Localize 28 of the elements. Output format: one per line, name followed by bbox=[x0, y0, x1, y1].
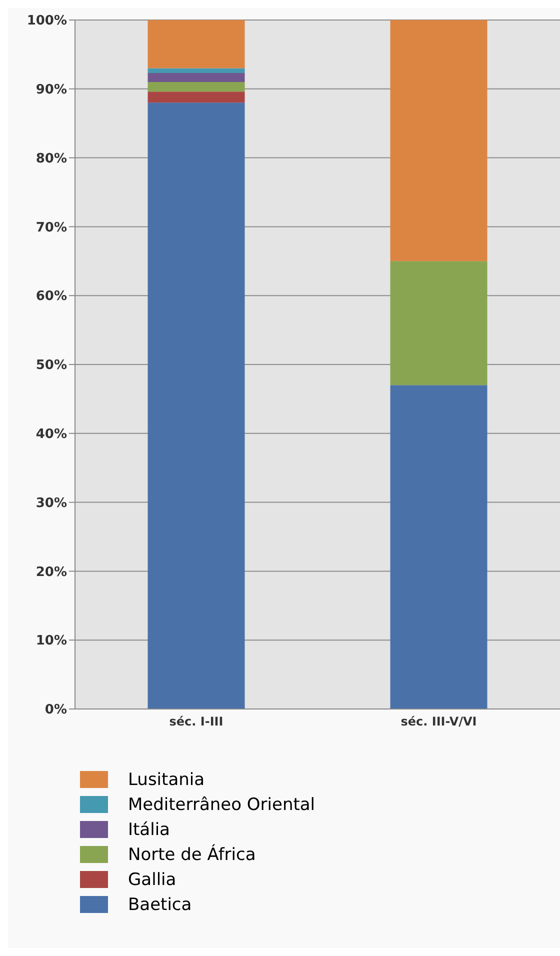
y-tick-label: 40% bbox=[36, 427, 67, 442]
legend-label: Mediterrâneo Oriental bbox=[128, 794, 316, 814]
y-tick-label: 0% bbox=[44, 702, 67, 718]
bar bbox=[390, 385, 488, 709]
bar bbox=[148, 92, 245, 103]
y-tick-label: 100% bbox=[26, 14, 67, 29]
legend-label: Itália bbox=[128, 820, 170, 840]
bar bbox=[148, 82, 245, 92]
y-tick-label: 90% bbox=[36, 82, 67, 98]
y-tick-label: 30% bbox=[36, 496, 67, 511]
bar bbox=[148, 102, 245, 709]
legend-label: Norte de África bbox=[128, 844, 256, 864]
bar bbox=[148, 73, 245, 82]
x-tick-label: séc. III-V/VI bbox=[400, 714, 477, 729]
bar bbox=[148, 20, 245, 68]
legend-label: Lusitania bbox=[128, 770, 205, 790]
x-tick-label: séc. I-III bbox=[169, 714, 224, 729]
bar bbox=[390, 20, 488, 262]
legend-label: Baetica bbox=[128, 894, 192, 914]
y-tick-label: 20% bbox=[36, 564, 67, 580]
y-tick-label: 60% bbox=[36, 289, 67, 304]
y-tick-label: 10% bbox=[36, 634, 67, 649]
legend-label: Gallia bbox=[128, 870, 176, 890]
y-tick-label: 50% bbox=[36, 358, 67, 374]
bar bbox=[148, 68, 245, 74]
y-tick-label: 70% bbox=[36, 220, 67, 236]
y-tick-label: 80% bbox=[36, 151, 67, 166]
bar bbox=[390, 261, 488, 386]
